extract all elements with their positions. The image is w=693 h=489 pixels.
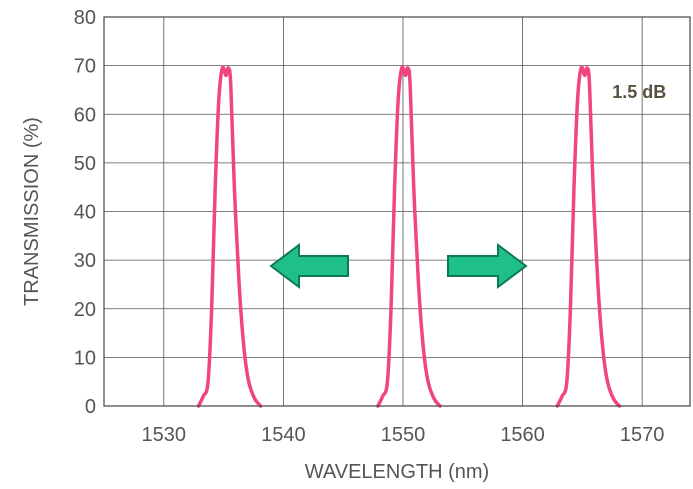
- arrow-right-icon: [447, 243, 528, 289]
- x-tick-label: 1560: [500, 424, 545, 446]
- arrows-layer: [269, 243, 528, 289]
- y-tick-label: 30: [74, 250, 96, 272]
- x-tick-label: 1570: [620, 424, 665, 446]
- series-line: [376, 65, 442, 408]
- y-axis-label: TRANSMISSION (%): [21, 117, 43, 306]
- tick-labels: 0 10 20 30 40 50 60 70 80 1530 1540 1550 1560 1570: [74, 7, 665, 446]
- x-tick-label: 1530: [142, 424, 187, 446]
- y-tick-label: 80: [74, 7, 96, 29]
- y-tick-label: 0: [85, 396, 96, 418]
- y-tick-label: 70: [74, 56, 96, 78]
- y-tick-label: 20: [74, 299, 96, 321]
- plot-frame: [103, 16, 691, 407]
- arrow-left-icon: [269, 243, 349, 289]
- x-tick-label: 1550: [381, 424, 426, 446]
- y-tick-label: 40: [74, 202, 96, 224]
- series-line: [196, 65, 263, 408]
- y-tick-label: 60: [74, 104, 96, 126]
- x-axis-label: WAVELENGTH (nm): [305, 461, 489, 483]
- y-tick-label: 50: [74, 153, 96, 175]
- y-tick-label: 10: [74, 347, 96, 369]
- series-line: [555, 65, 622, 408]
- x-tick-label: 1540: [261, 424, 306, 446]
- annotations: 1.5 dB: [612, 82, 666, 102]
- annotation-label: 1.5 dB: [612, 82, 666, 102]
- series-layer: [196, 65, 622, 408]
